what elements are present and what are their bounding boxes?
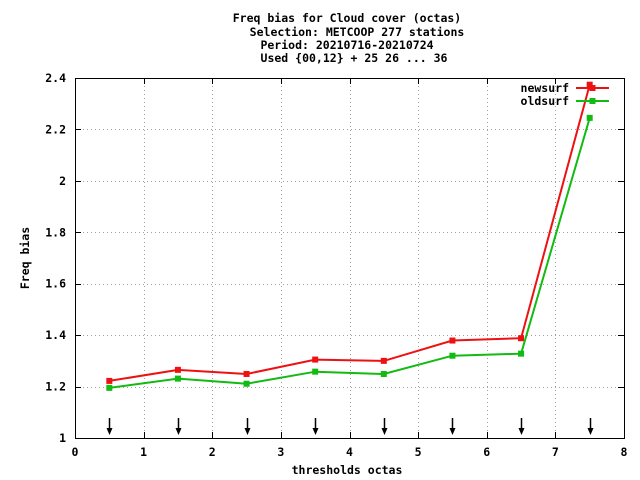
data-point-newsurf <box>380 357 387 364</box>
grid <box>75 78 624 438</box>
threshold-arrow <box>175 418 182 435</box>
threshold-arrows <box>106 418 594 435</box>
legend-marker <box>589 98 596 104</box>
data-point-newsurf <box>243 370 250 377</box>
data-point-newsurf <box>449 337 456 344</box>
x-axis-label: thresholds octas <box>292 463 403 477</box>
data-point-oldsurf <box>380 370 387 377</box>
series-group <box>106 81 593 391</box>
threshold-arrow <box>587 418 594 435</box>
data-point-oldsurf <box>312 368 319 375</box>
y-tick-label: 1.8 <box>45 225 66 239</box>
title-line-3: Period: 20210716-20210724 <box>260 38 433 52</box>
title-line-4: Used {00,12} + 25 26 ... 36 <box>261 51 448 65</box>
data-point-newsurf <box>312 356 319 363</box>
y-tick-label: 2.2 <box>45 122 66 136</box>
y-tick-label: 2 <box>59 174 66 188</box>
series-newsurf <box>106 81 593 384</box>
x-tick-label: 0 <box>72 445 79 459</box>
y-tick-label: 1.4 <box>45 328 66 342</box>
threshold-arrow <box>381 418 388 435</box>
y-tick-label: 1.2 <box>45 380 66 394</box>
tick-labels: 0 1 2 3 4 5 6 7 811.21.41.61.822.22.4 <box>45 71 627 459</box>
legend-label: oldsurf <box>521 94 570 108</box>
data-point-newsurf <box>174 366 181 373</box>
threshold-arrow <box>518 418 525 435</box>
series-line-newsurf <box>109 84 591 382</box>
chart-title: Freq bias for Cloud cover (octas) Select… <box>233 11 465 65</box>
y-axis-label: Freq bias <box>18 227 32 289</box>
data-point-oldsurf <box>586 114 593 121</box>
legend-entry-newsurf: newsurf <box>521 81 609 95</box>
x-tick-label: 1 <box>140 445 147 459</box>
legend-marker <box>589 85 596 91</box>
data-point-newsurf <box>586 81 593 88</box>
threshold-arrow <box>449 418 456 435</box>
legend-entry-oldsurf: oldsurf <box>521 94 609 108</box>
data-point-newsurf <box>518 335 525 342</box>
series-line-oldsurf <box>109 117 591 389</box>
x-tick-label: 4 <box>346 445 353 459</box>
threshold-arrow <box>106 418 113 435</box>
threshold-arrow <box>244 418 251 435</box>
data-point-newsurf <box>106 377 113 384</box>
plot-frame <box>75 78 625 439</box>
series-oldsurf <box>106 114 593 391</box>
title-line-1: Freq bias for Cloud cover (octas) <box>233 11 461 25</box>
legend-label: newsurf <box>521 81 570 95</box>
x-tick-label: 8 <box>621 445 628 459</box>
title-line-2: Selection: METCOOP 277 stations <box>250 25 465 39</box>
x-tick-label: 2 <box>209 445 216 459</box>
data-point-oldsurf <box>174 375 181 382</box>
data-point-oldsurf <box>518 350 525 357</box>
x-tick-label: 7 <box>552 445 559 459</box>
y-tick-label: 1 <box>59 431 66 445</box>
x-tick-label: 6 <box>483 445 490 459</box>
data-point-oldsurf <box>106 384 113 391</box>
threshold-arrow <box>312 418 319 435</box>
x-tick-label: 3 <box>277 445 284 459</box>
data-point-oldsurf <box>243 380 250 387</box>
x-tick-label: 5 <box>415 445 422 459</box>
y-tick-label: 2.4 <box>45 71 66 85</box>
data-point-oldsurf <box>449 352 456 359</box>
y-tick-label: 1.6 <box>45 277 66 291</box>
